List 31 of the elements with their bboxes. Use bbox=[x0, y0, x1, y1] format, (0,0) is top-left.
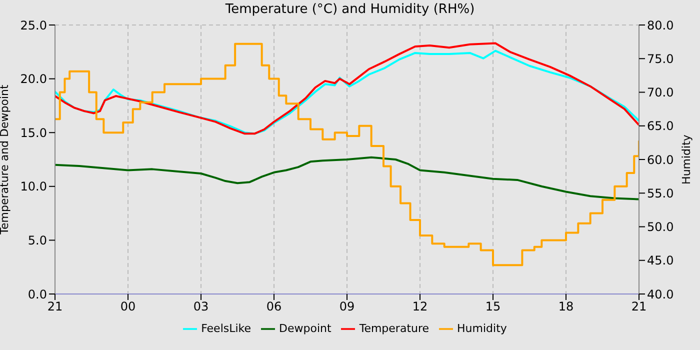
y-tick-label: 0.0 bbox=[28, 287, 47, 302]
chart-title: Temperature (°C) and Humidity (RH%) bbox=[224, 2, 476, 17]
x-tick-label: 06 bbox=[266, 300, 282, 314]
x-tick-label: 18 bbox=[558, 300, 574, 314]
y2-tick-label: 45.0 bbox=[647, 254, 674, 268]
y-axis-title: Temperature and Dewpoint bbox=[0, 84, 11, 236]
y2-tick-label: 70.0 bbox=[647, 86, 674, 100]
y-tick-label: 5.0 bbox=[28, 233, 47, 248]
x-tick-label: 00 bbox=[120, 300, 136, 314]
x-tick-label: 12 bbox=[412, 300, 428, 314]
y-tick-label: 10.0 bbox=[20, 180, 47, 194]
x-tick-label: 09 bbox=[339, 300, 355, 314]
legend-label: FeelsLike bbox=[201, 322, 252, 336]
x-tick-label: 21 bbox=[47, 300, 63, 314]
y-tick-label: 20.0 bbox=[20, 72, 47, 86]
y2-tick-label: 50.0 bbox=[647, 220, 674, 234]
x-tick-label: 15 bbox=[485, 300, 501, 314]
legend-label: Temperature bbox=[359, 322, 430, 336]
y2-tick-label: 75.0 bbox=[647, 52, 674, 66]
y2-tick-label: 65.0 bbox=[647, 119, 674, 134]
legend-label: Dewpoint bbox=[279, 322, 332, 336]
x-tick-label: 03 bbox=[193, 300, 209, 314]
y2-tick-label: 60.0 bbox=[647, 152, 674, 167]
legend-label: Humidity bbox=[457, 322, 507, 336]
y2-tick-label: 80.0 bbox=[647, 18, 674, 32]
y2-tick-label: 40.0 bbox=[647, 287, 674, 302]
y2-tick-label: 55.0 bbox=[647, 186, 674, 200]
y-tick-label: 15.0 bbox=[20, 126, 47, 140]
x-tick-label: 21 bbox=[631, 300, 647, 314]
y-tick-label: 25.0 bbox=[20, 18, 47, 32]
y2-axis-title: Humidity bbox=[680, 134, 693, 184]
